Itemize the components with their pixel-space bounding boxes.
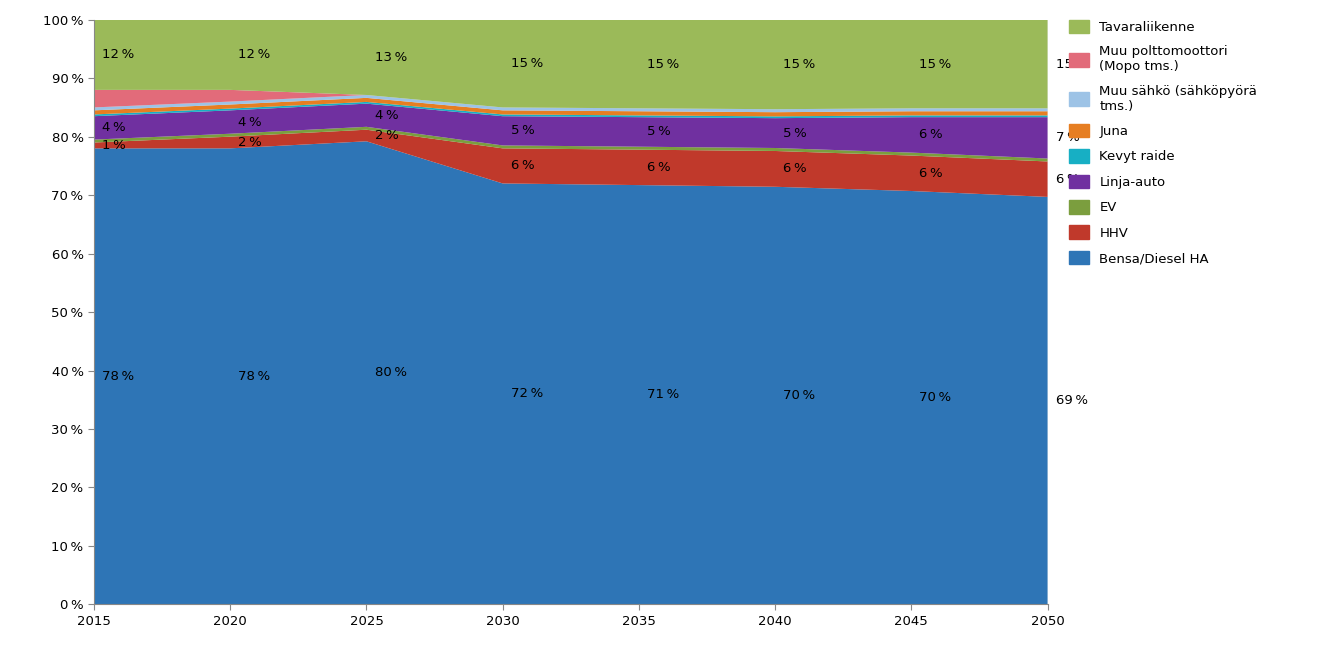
- Text: 15 %: 15 %: [510, 57, 543, 70]
- Text: 2 %: 2 %: [239, 136, 262, 149]
- Text: 15 %: 15 %: [920, 58, 952, 70]
- Text: 78 %: 78 %: [102, 370, 134, 383]
- Text: 6 %: 6 %: [647, 161, 670, 174]
- Text: 69 %: 69 %: [1056, 394, 1088, 407]
- Text: 15 %: 15 %: [1056, 58, 1088, 70]
- Text: 12 %: 12 %: [239, 49, 271, 61]
- Legend: Tavaraliikenne, Muu polttomoottori
(Mopo tms.), Muu sähkö (sähköpyörä
tms.), Jun: Tavaraliikenne, Muu polttomoottori (Mopo…: [1064, 14, 1262, 271]
- Text: 15 %: 15 %: [783, 58, 815, 71]
- Text: 72 %: 72 %: [510, 388, 543, 400]
- Text: 2 %: 2 %: [375, 129, 399, 142]
- Text: 6 %: 6 %: [920, 167, 943, 180]
- Text: 5 %: 5 %: [783, 127, 807, 139]
- Text: 12 %: 12 %: [102, 49, 134, 61]
- Text: 70 %: 70 %: [783, 389, 815, 402]
- Text: 6 %: 6 %: [1056, 173, 1080, 186]
- Text: 6 %: 6 %: [510, 160, 535, 172]
- Text: 4 %: 4 %: [375, 109, 399, 122]
- Text: 1 %: 1 %: [102, 139, 126, 152]
- Text: 71 %: 71 %: [647, 388, 680, 401]
- Text: 80 %: 80 %: [375, 367, 407, 379]
- Text: 5 %: 5 %: [510, 124, 535, 137]
- Text: 13 %: 13 %: [375, 51, 407, 64]
- Text: 6 %: 6 %: [920, 128, 943, 141]
- Text: 70 %: 70 %: [920, 391, 952, 404]
- Text: 4 %: 4 %: [239, 116, 262, 129]
- Text: 6 %: 6 %: [783, 162, 807, 175]
- Text: 4 %: 4 %: [102, 122, 126, 135]
- Text: 15 %: 15 %: [647, 58, 680, 70]
- Text: 5 %: 5 %: [647, 125, 670, 139]
- Text: 78 %: 78 %: [239, 370, 270, 383]
- Text: 7 %: 7 %: [1056, 131, 1080, 145]
